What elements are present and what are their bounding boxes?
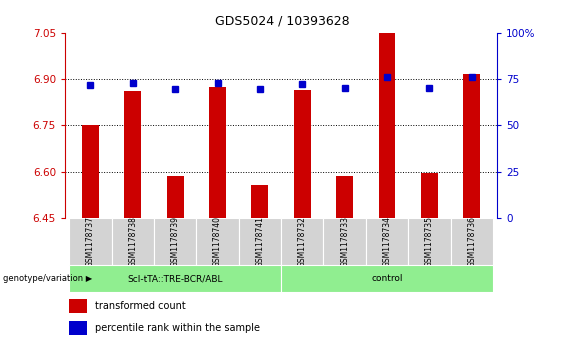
Bar xyxy=(463,74,480,218)
Text: GSM1178732: GSM1178732 xyxy=(298,216,307,267)
Bar xyxy=(366,218,408,265)
Text: ScI-tTA::TRE-BCR/ABL: ScI-tTA::TRE-BCR/ABL xyxy=(127,274,223,283)
Bar xyxy=(69,265,281,292)
Bar xyxy=(69,218,112,265)
Text: GSM1178735: GSM1178735 xyxy=(425,216,434,267)
Bar xyxy=(112,218,154,265)
Text: GSM1178738: GSM1178738 xyxy=(128,216,137,267)
Text: transformed count: transformed count xyxy=(95,301,186,311)
Bar xyxy=(408,218,451,265)
Bar xyxy=(238,218,281,265)
Bar xyxy=(124,91,141,218)
Bar xyxy=(154,218,197,265)
Text: GSM1178740: GSM1178740 xyxy=(213,216,222,267)
Bar xyxy=(336,176,353,218)
Bar xyxy=(281,218,323,265)
Bar xyxy=(251,185,268,218)
Text: GSM1178741: GSM1178741 xyxy=(255,216,264,267)
Bar xyxy=(323,218,366,265)
Bar xyxy=(281,265,493,292)
Bar xyxy=(197,218,238,265)
Text: GSM1178736: GSM1178736 xyxy=(467,216,476,267)
Text: GSM1178733: GSM1178733 xyxy=(340,216,349,267)
Bar xyxy=(82,125,99,218)
Bar xyxy=(294,90,311,218)
Bar xyxy=(421,173,438,218)
Text: percentile rank within the sample: percentile rank within the sample xyxy=(95,323,260,333)
Text: control: control xyxy=(371,274,403,283)
Text: GSM1178734: GSM1178734 xyxy=(383,216,392,267)
Text: GSM1178739: GSM1178739 xyxy=(171,216,180,267)
Text: genotype/variation ▶: genotype/variation ▶ xyxy=(3,274,92,283)
Bar xyxy=(167,176,184,218)
Bar xyxy=(451,218,493,265)
Bar xyxy=(69,321,86,335)
Text: GDS5024 / 10393628: GDS5024 / 10393628 xyxy=(215,15,350,28)
Bar xyxy=(209,87,226,218)
Bar xyxy=(379,33,395,218)
Bar xyxy=(69,299,86,313)
Text: GSM1178737: GSM1178737 xyxy=(86,216,95,267)
